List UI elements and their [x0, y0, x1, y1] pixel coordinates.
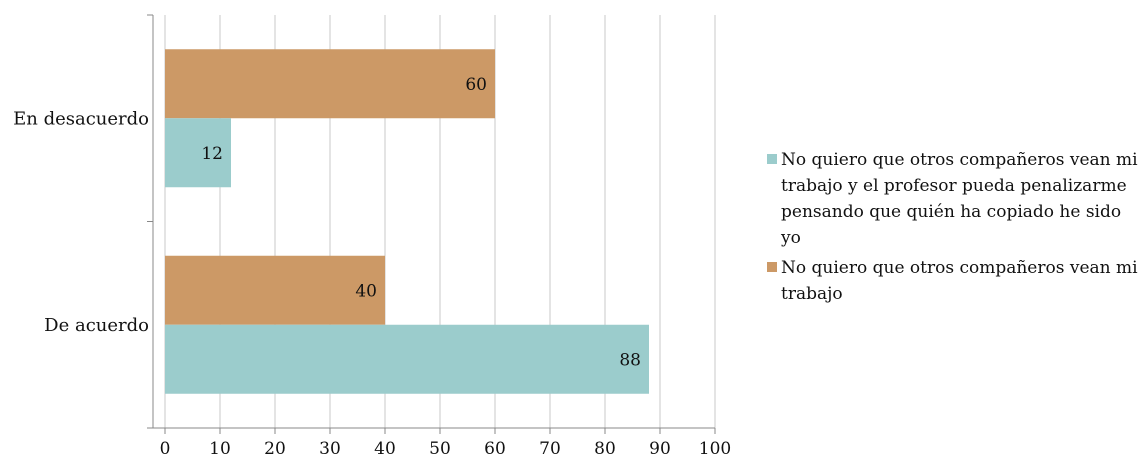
x-tick-label-50: 50 [429, 439, 451, 459]
labels: 0 10 20 30 40 50 60 70 80 90 100 En desacuerdo 60 12 D… [13, 75, 731, 459]
legend-swatch-teal [767, 154, 777, 164]
axes [147, 14, 716, 434]
x-tick-label-40: 40 [374, 439, 396, 459]
bar-orange [165, 255, 385, 325]
data-label: 60 [465, 75, 487, 95]
legend-entry-teal: No quiero que otros compañeros vean mi tr… [780, 150, 1138, 248]
legend-line: pensando que quién ha copiado he sido [781, 202, 1121, 222]
data-label: 40 [355, 281, 377, 301]
legend-line: trabajo [781, 284, 843, 304]
x-tick-label-70: 70 [539, 439, 561, 459]
x-tick-label-80: 80 [594, 439, 616, 459]
x-tick-label-60: 60 [484, 439, 506, 459]
x-tick-label-30: 30 [319, 439, 341, 459]
x-tick-label-20: 20 [264, 439, 286, 459]
legend-line: trabajo y el profesor pueda penalizarme [781, 176, 1127, 196]
category-label: De acuerdo [44, 315, 149, 336]
bar-teal [165, 118, 231, 188]
data-label: 12 [201, 144, 223, 164]
x-tick-label-0: 0 [160, 439, 171, 459]
bars [165, 49, 649, 394]
legend-entry-orange: No quiero que otros compañeros vean mi tr… [781, 258, 1138, 304]
legend-line: No quiero que otros compañeros vean mi [781, 258, 1138, 278]
bar-teal [165, 324, 649, 394]
category-label: En desacuerdo [13, 108, 149, 129]
data-label: 88 [619, 350, 641, 370]
legend-line: No quiero que otros compañeros vean mi [781, 150, 1138, 170]
x-tick-label-90: 90 [649, 439, 671, 459]
x-tick-label-10: 10 [209, 439, 231, 459]
bar-orange [165, 49, 495, 119]
legend: No quiero que otros compañeros vean mi tr… [767, 150, 1138, 304]
legend-line: yo [780, 228, 801, 248]
x-tick-label-100: 100 [699, 439, 731, 459]
legend-swatch-orange [767, 262, 777, 272]
